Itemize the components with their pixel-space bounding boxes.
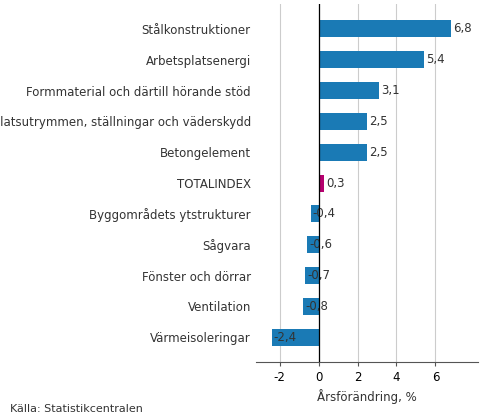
Text: 0,3: 0,3 [326,176,345,190]
Bar [318,113,367,130]
Bar [318,175,324,191]
Bar [311,206,318,222]
Text: -0,7: -0,7 [307,269,330,282]
Bar [303,298,318,315]
Bar [318,20,451,37]
Text: 2,5: 2,5 [369,146,388,159]
X-axis label: Årsförändring, %: Årsförändring, % [317,389,417,404]
Text: -2,4: -2,4 [274,331,297,344]
Bar [272,329,318,346]
Bar [318,82,379,99]
Bar [307,236,318,253]
Text: 2,5: 2,5 [369,115,388,128]
Text: 5,4: 5,4 [425,53,444,66]
Text: -0,8: -0,8 [305,300,328,313]
Bar [305,267,318,284]
Text: -0,4: -0,4 [313,207,336,220]
Text: -0,6: -0,6 [309,238,332,251]
Bar [318,144,367,161]
Text: Källa: Statistikcentralen: Källa: Statistikcentralen [10,404,143,414]
Bar [318,51,423,68]
Text: 3,1: 3,1 [381,84,399,97]
Text: 6,8: 6,8 [453,22,471,35]
